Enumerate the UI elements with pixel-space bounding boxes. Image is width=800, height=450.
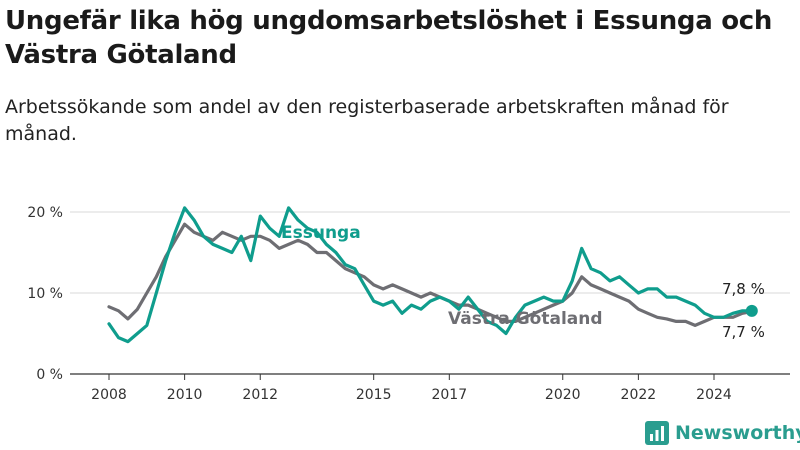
chart-subtitle: Arbetssökande som andel av den registerb… <box>5 96 729 145</box>
x-tick-label: 2008 <box>91 387 127 403</box>
bar-chart-logo-icon <box>645 421 669 445</box>
newsworthy-logo: Newsworthy <box>645 420 800 446</box>
chart-title: Ungefär lika hög ungdomsarbetslöshet i E… <box>5 6 773 70</box>
end-marker <box>745 304 758 317</box>
brand-name: Newsworthy <box>675 422 800 444</box>
x-tick-label: 2022 <box>621 387 657 403</box>
series-label-vastra-gotaland: Västra Götaland <box>448 309 603 329</box>
end-label-vastra-gotaland: 7,7 % <box>722 323 765 341</box>
end-label-essunga: 7,8 % <box>722 280 765 298</box>
y-tick-label: 10 % <box>27 286 63 302</box>
x-tick-label: 2017 <box>431 387 467 403</box>
series-line-essunga <box>107 206 754 344</box>
series-label-essunga: Essunga <box>281 223 361 243</box>
y-tick-label: 0 % <box>36 367 63 383</box>
x-tick-label: 2024 <box>696 387 732 403</box>
x-tick-label: 2015 <box>356 387 392 403</box>
x-tick-label: 2010 <box>167 387 203 403</box>
x-tick-label: 2012 <box>242 387 278 403</box>
x-tick-label: 2020 <box>545 387 581 403</box>
y-tick-label: 20 % <box>27 205 63 221</box>
